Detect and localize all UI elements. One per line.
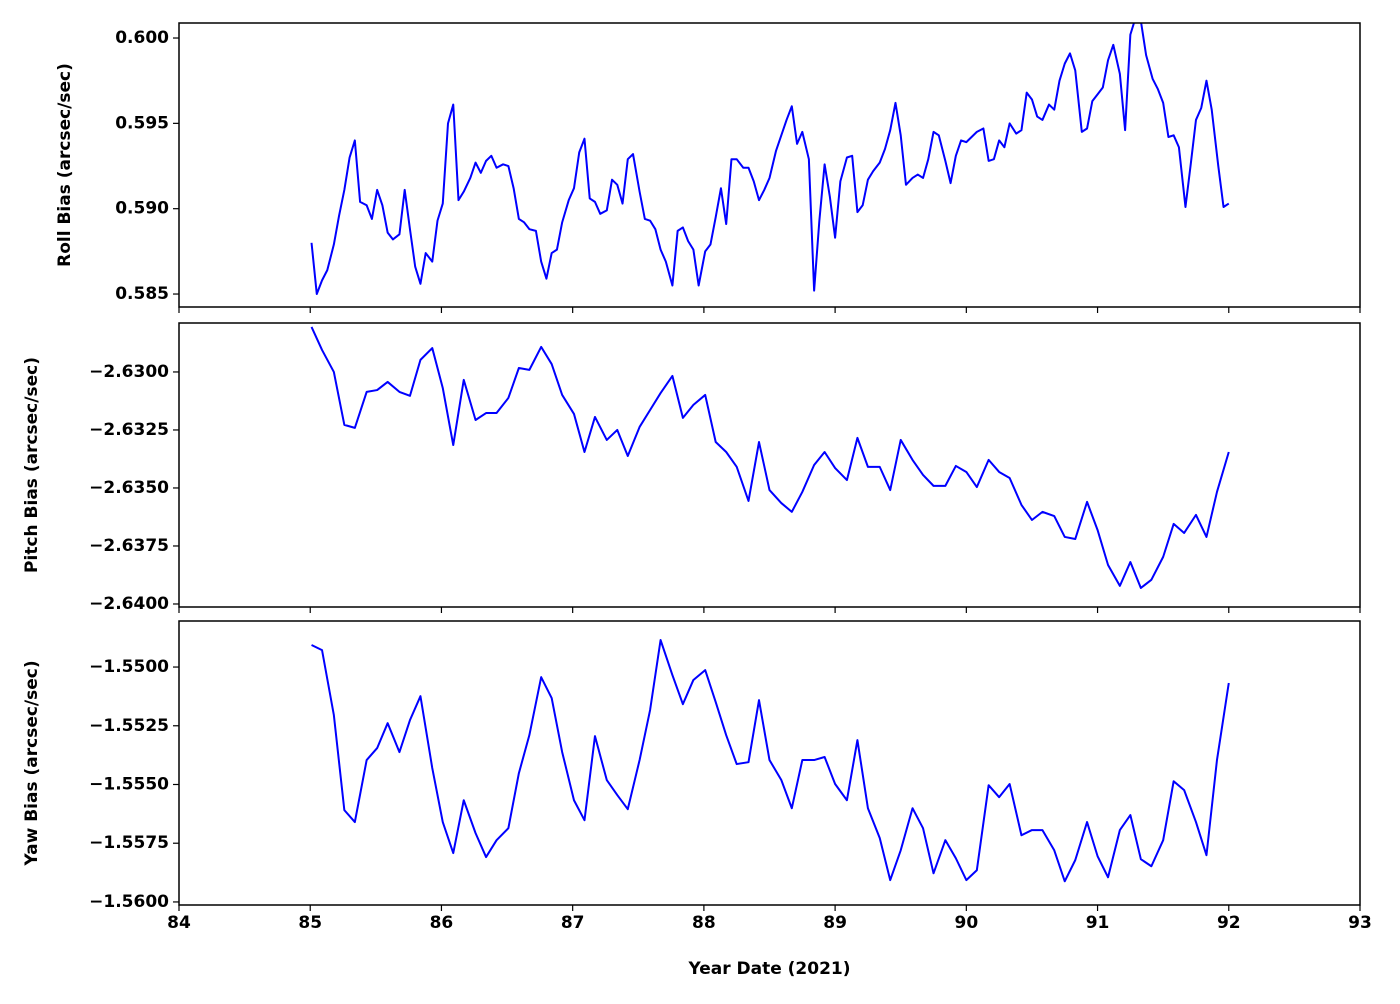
x-tick-label: 89: [823, 913, 847, 933]
y-tick-label: −1.5550: [89, 774, 169, 794]
plot-frame: [178, 620, 1361, 906]
x-tick-label: 90: [954, 913, 978, 933]
y-axis-label: Roll Bias (arcsec/sec): [55, 63, 75, 267]
y-tick-label: 0.600: [115, 28, 169, 48]
x-tick-label: 86: [430, 913, 454, 933]
x-tick-label: 84: [167, 913, 191, 933]
x-tick-label: 88: [692, 913, 716, 933]
x-tick-label: 93: [1348, 913, 1372, 933]
y-tick-label: −2.6325: [89, 420, 169, 440]
y-tick-label: 0.590: [115, 199, 169, 219]
y-tick-label: −1.5500: [89, 657, 169, 677]
x-axis-label: Year Date (2021): [687, 959, 850, 979]
y-tick-label: −2.6375: [89, 536, 169, 556]
data-line: [310, 23, 1230, 296]
plot-area: [179, 621, 1360, 905]
y-tick-label: −2.6300: [89, 362, 169, 382]
y-axis-label: Yaw Bias (arcsec/sec): [22, 660, 42, 866]
data-line: [311, 639, 1230, 883]
y-tick-label: −1.5600: [89, 892, 169, 912]
plot-frame: [178, 322, 1361, 608]
plot-area: [179, 323, 1360, 607]
plot-frame: [178, 22, 1361, 308]
x-tick-label: 91: [1086, 913, 1110, 933]
y-tick-label: −1.5525: [89, 716, 169, 736]
y-tick-label: −2.6350: [89, 478, 169, 498]
y-axis-label: Pitch Bias (arcsec/sec): [22, 357, 42, 573]
y-tick-label: 0.585: [115, 284, 169, 304]
x-tick-label: 85: [298, 913, 322, 933]
y-tick-label: −1.5575: [89, 833, 169, 853]
data-line: [310, 326, 1230, 589]
plot-area: [179, 23, 1360, 307]
x-tick-label: 87: [561, 913, 585, 933]
y-tick-label: −2.6400: [89, 594, 169, 614]
x-tick-label: 92: [1217, 913, 1241, 933]
y-tick-label: 0.595: [115, 113, 169, 133]
